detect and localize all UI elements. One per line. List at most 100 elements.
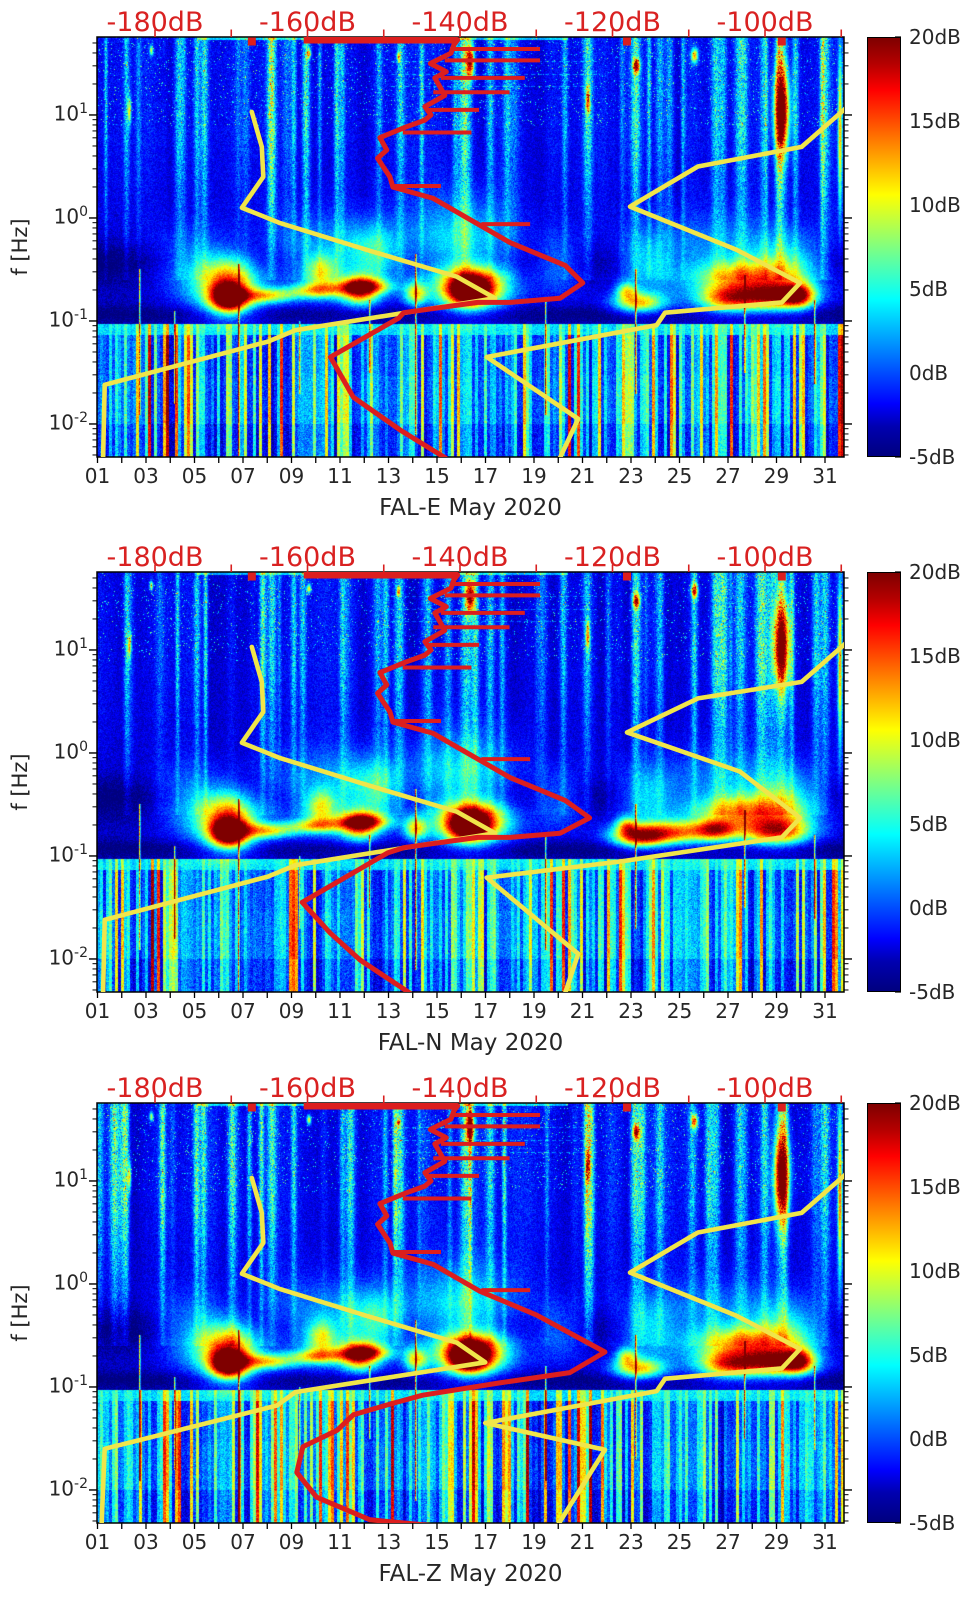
top-axis-label: -120dB bbox=[564, 542, 661, 573]
colorbar-gradient bbox=[867, 1103, 901, 1523]
x-tick-label: 27 bbox=[715, 464, 741, 488]
y-tick-label: 100 bbox=[53, 738, 88, 764]
top-axis-label: -100dB bbox=[716, 1073, 814, 1104]
x-tick-label: 27 bbox=[715, 999, 741, 1023]
colorbar-tick-label: 10dB bbox=[909, 1259, 961, 1283]
colorbar-gradient bbox=[867, 572, 901, 992]
red-top-marker bbox=[777, 37, 786, 46]
top-axis-label: -140dB bbox=[411, 7, 509, 38]
x-tick-label: 25 bbox=[666, 999, 693, 1023]
x-tick-label: 11 bbox=[327, 464, 353, 488]
top-axis-label: -180dB bbox=[106, 7, 204, 38]
red-top-marker bbox=[622, 572, 631, 581]
colorbar-tick-label: 15dB bbox=[909, 644, 961, 668]
x-tick-label: 11 bbox=[327, 1530, 353, 1554]
x-tick-label: 13 bbox=[375, 1530, 402, 1554]
top-axis-label: -180dB bbox=[106, 1073, 204, 1104]
panel-fal-e: f [Hz] FAL-E May 2020 -180dB -160dB -140dB… bbox=[0, 0, 962, 533]
noise-model-curves bbox=[100, 572, 844, 992]
x-tick-label: 05 bbox=[181, 464, 208, 488]
y-tick-label: 10-1 bbox=[48, 841, 88, 867]
x-tick-label: 29 bbox=[763, 1530, 790, 1554]
x-tick-label: 01 bbox=[84, 464, 111, 488]
y-tick-label: 10-1 bbox=[48, 306, 88, 332]
x-tick-label: 19 bbox=[521, 999, 547, 1023]
x-tick-label: 21 bbox=[569, 999, 596, 1023]
x-tick-label: 13 bbox=[375, 999, 402, 1023]
x-tick-label: 23 bbox=[618, 464, 644, 488]
top-axis-label: -160dB bbox=[259, 1073, 356, 1104]
panel-fal-z: f [Hz] FAL-Z May 2020 -180dB -160dB -140dB… bbox=[0, 1066, 962, 1599]
x-tick-label: 31 bbox=[812, 464, 838, 488]
colorbar-tick-label: 0dB bbox=[909, 361, 949, 385]
y-tick-label: 101 bbox=[53, 100, 88, 126]
x-tick-label: 01 bbox=[84, 1530, 111, 1554]
x-tick-label: 15 bbox=[424, 999, 450, 1023]
x-tick-label: 21 bbox=[569, 1530, 596, 1554]
y-tick-label: 10-2 bbox=[48, 409, 88, 435]
colorbar-tick-label: -5dB bbox=[909, 445, 956, 469]
x-tick-label: 09 bbox=[278, 1530, 305, 1554]
x-tick-label: 27 bbox=[715, 1530, 741, 1554]
x-tick-label: 03 bbox=[133, 464, 159, 488]
colorbar-tick-label: 0dB bbox=[909, 896, 949, 920]
noise-model-curves bbox=[100, 37, 844, 457]
top-axis-label: -140dB bbox=[411, 1073, 509, 1104]
colorbar-tick-label: 10dB bbox=[909, 193, 961, 217]
colorbar-tick-label: 10dB bbox=[909, 728, 961, 752]
x-tick-label: 23 bbox=[618, 999, 644, 1023]
x-tick-label: 29 bbox=[763, 999, 790, 1023]
x-tick-label: 25 bbox=[666, 1530, 693, 1554]
x-tick-label: 23 bbox=[618, 1530, 644, 1554]
panel-title: FAL-E May 2020 bbox=[379, 495, 562, 521]
top-axis-label: -180dB bbox=[106, 542, 204, 573]
panel-title: FAL-Z May 2020 bbox=[378, 1561, 563, 1587]
x-tick-label: 25 bbox=[666, 464, 693, 488]
x-tick-label: 09 bbox=[278, 464, 305, 488]
x-tick-label: 19 bbox=[521, 1530, 547, 1554]
top-axis-label: -140dB bbox=[411, 542, 509, 573]
x-tick-label: 15 bbox=[424, 1530, 450, 1554]
y-tick-label: 101 bbox=[53, 1166, 88, 1192]
x-tick-label: 31 bbox=[812, 1530, 838, 1554]
colorbar-tick-label: 5dB bbox=[909, 1343, 949, 1367]
y-tick-label: 10-2 bbox=[48, 944, 88, 970]
x-tick-label: 03 bbox=[133, 999, 159, 1023]
x-tick-label: 05 bbox=[181, 1530, 208, 1554]
top-axis-label: -100dB bbox=[716, 542, 814, 573]
x-tick-label: 17 bbox=[472, 464, 499, 488]
top-axis-label: -160dB bbox=[259, 542, 356, 573]
top-axis-label: -100dB bbox=[716, 7, 814, 38]
x-tick-label: 29 bbox=[763, 464, 790, 488]
colorbar-tick-label: 5dB bbox=[909, 277, 949, 301]
noise-model-curves bbox=[99, 1103, 844, 1523]
x-tick-label: 15 bbox=[424, 464, 450, 488]
red-top-marker bbox=[247, 37, 256, 46]
y-tick-label: 101 bbox=[53, 635, 88, 661]
x-tick-label: 07 bbox=[230, 999, 256, 1023]
red-top-marker bbox=[777, 1103, 786, 1112]
colorbar-tick-label: -5dB bbox=[909, 1511, 956, 1535]
x-tick-label: 19 bbox=[521, 464, 547, 488]
colorbar-tick-label: -5dB bbox=[909, 980, 956, 1004]
y-tick-label: 100 bbox=[53, 203, 88, 229]
colorbar-tick-label: 20dB bbox=[909, 25, 961, 49]
panel-title: FAL-N May 2020 bbox=[377, 1030, 564, 1056]
x-tick-label: 01 bbox=[84, 999, 111, 1023]
x-tick-label: 07 bbox=[230, 1530, 256, 1554]
top-axis-label: -120dB bbox=[564, 7, 661, 38]
x-tick-label: 07 bbox=[230, 464, 256, 488]
top-axis-label: -120dB bbox=[564, 1073, 661, 1104]
colorbar-gradient bbox=[867, 37, 901, 457]
x-tick-label: 31 bbox=[812, 999, 838, 1023]
colorbar-tick-label: 15dB bbox=[909, 1175, 961, 1199]
red-top-marker bbox=[247, 1103, 256, 1112]
x-tick-label: 17 bbox=[472, 1530, 499, 1554]
x-tick-label: 09 bbox=[278, 999, 305, 1023]
colorbar-tick-label: 15dB bbox=[909, 109, 961, 133]
colorbar-tick-label: 5dB bbox=[909, 812, 949, 836]
x-tick-label: 05 bbox=[181, 999, 208, 1023]
colorbar-tick-label: 20dB bbox=[909, 1091, 961, 1115]
y-tick-label: 10-2 bbox=[48, 1475, 88, 1501]
